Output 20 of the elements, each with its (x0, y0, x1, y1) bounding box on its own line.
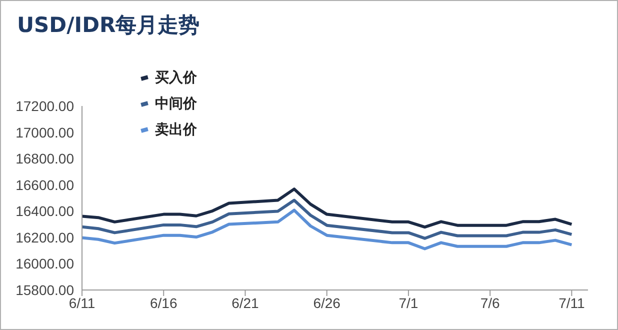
legend-label: 中间价 (155, 95, 197, 113)
line-series (82, 198, 574, 240)
x-tick-label: 6/21 (232, 294, 260, 311)
x-tick-label: 6/26 (313, 294, 341, 311)
y-tick-label: 17200.00 (16, 98, 74, 114)
legend-label: 卖出价 (155, 121, 197, 139)
y-tick-label: 16600.00 (16, 176, 74, 193)
legend-label: 买入价 (155, 69, 197, 87)
x-tick-label: 7/1 (398, 294, 418, 311)
y-tick-label: 16200.00 (16, 229, 74, 246)
x-tick-label: 6/16 (150, 294, 178, 311)
x-tick-label: 7/6 (480, 294, 500, 311)
y-tick-label: 17000.00 (16, 124, 74, 140)
line-series (82, 188, 574, 229)
chart-title: USD/IDR每月走势 (17, 12, 200, 39)
x-tick-label: 7/11 (558, 294, 585, 311)
line-series (82, 208, 574, 250)
y-tick-label: 16400.00 (16, 203, 74, 220)
y-tick-label: 16000.00 (16, 256, 74, 272)
y-tick-label: 16800.00 (16, 150, 74, 167)
